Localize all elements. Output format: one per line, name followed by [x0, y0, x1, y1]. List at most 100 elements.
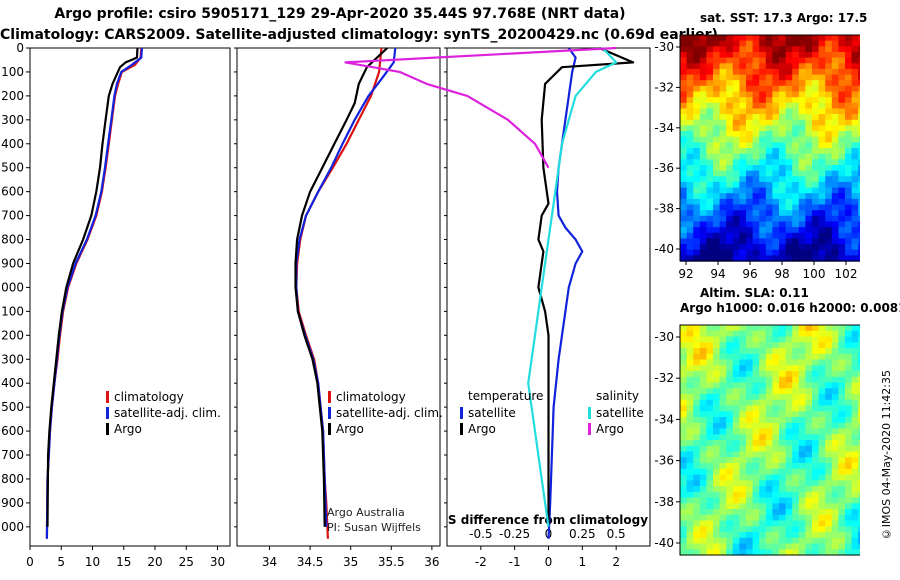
map-cell — [812, 353, 820, 361]
map-cell — [752, 148, 760, 155]
map-cell — [838, 153, 846, 160]
map-cell — [759, 85, 767, 93]
map-cell — [706, 336, 714, 343]
map-cell — [706, 537, 714, 545]
map-cell — [732, 371, 740, 378]
map-cell — [779, 353, 787, 361]
map-cell — [805, 176, 813, 183]
map-cell — [825, 371, 833, 378]
map-cell — [798, 422, 806, 430]
map-cell — [706, 503, 714, 510]
map-cell — [838, 102, 846, 110]
map-cell — [746, 365, 754, 372]
map-cell — [798, 394, 806, 401]
map-cell — [818, 119, 826, 127]
map-cell — [765, 537, 773, 545]
map-cell — [838, 549, 846, 556]
map-cell — [798, 40, 806, 47]
map-cell — [805, 480, 813, 487]
map-cell — [805, 497, 813, 504]
map-cell — [680, 382, 688, 389]
map-cell — [851, 543, 859, 550]
map-cell — [792, 187, 800, 194]
map-cell — [792, 526, 800, 533]
map-cell — [765, 232, 773, 240]
map-cell — [772, 486, 780, 493]
map-cell — [812, 74, 820, 81]
map-cell — [838, 451, 846, 458]
map-cell — [792, 57, 800, 64]
map-cell — [792, 153, 800, 160]
map-cell — [785, 474, 793, 481]
map-cell — [825, 348, 833, 355]
map-cell — [805, 181, 813, 189]
map-cell — [818, 193, 826, 200]
map-cell — [838, 198, 846, 206]
map-cell — [752, 503, 760, 510]
map-cell — [699, 497, 707, 504]
map-cell — [693, 509, 701, 516]
map-cell — [812, 445, 820, 453]
map-cell — [772, 46, 780, 53]
map-cell — [680, 388, 688, 395]
map-cell — [752, 244, 760, 251]
map-cell — [858, 405, 860, 412]
legend-swatch — [328, 391, 331, 403]
map-cell — [845, 215, 853, 223]
map-cell — [739, 142, 747, 149]
map-cell — [772, 348, 780, 355]
map-cell — [845, 520, 853, 527]
map-cell — [831, 40, 839, 47]
map-cell — [825, 526, 833, 533]
map-cell — [693, 249, 701, 256]
map-cell — [831, 399, 839, 407]
map-cell — [713, 417, 721, 424]
map-cell — [805, 399, 813, 407]
map-cell — [719, 468, 727, 476]
map-cell — [825, 330, 833, 338]
map-cell — [759, 176, 767, 183]
map-cell — [858, 445, 860, 453]
map-cell — [858, 468, 860, 476]
map-cell — [686, 159, 694, 166]
map-cell — [785, 170, 793, 177]
map-cell — [680, 35, 688, 42]
map-cell — [713, 249, 721, 256]
map-cell — [825, 411, 833, 418]
map-cell — [838, 227, 846, 234]
map-cell — [706, 187, 714, 194]
map-cell — [818, 394, 826, 401]
map-cell — [785, 497, 793, 504]
map-cell — [765, 153, 773, 160]
x-tick-label: -1 — [509, 555, 521, 569]
legend-label: Argo — [468, 422, 496, 436]
map-cell — [845, 136, 853, 143]
map-cell — [680, 80, 688, 87]
map-cell — [812, 40, 820, 47]
lon-tick-label: 96 — [742, 267, 757, 281]
map-cell — [785, 514, 793, 522]
map-cell — [851, 57, 859, 64]
map-cell — [858, 543, 860, 550]
map-cell — [812, 371, 820, 378]
map-cell — [858, 526, 860, 533]
map-cell — [831, 198, 839, 206]
map-cell — [845, 249, 853, 256]
map-cell — [792, 176, 800, 183]
map-cell — [726, 176, 734, 183]
map-cell — [812, 232, 820, 240]
map-cell — [719, 187, 727, 194]
map-cell — [726, 80, 734, 87]
map-cell — [812, 509, 820, 516]
map-cell — [759, 422, 767, 430]
map-cell — [825, 131, 833, 138]
map-cell — [831, 114, 839, 121]
map-cell — [805, 514, 813, 522]
map-cell — [858, 457, 860, 464]
map-cell — [693, 52, 701, 59]
map-cell — [746, 85, 754, 93]
map-cell — [805, 336, 813, 343]
x-tick-label: 30 — [210, 555, 225, 569]
map-cell — [779, 428, 787, 435]
map-cell — [805, 325, 813, 332]
